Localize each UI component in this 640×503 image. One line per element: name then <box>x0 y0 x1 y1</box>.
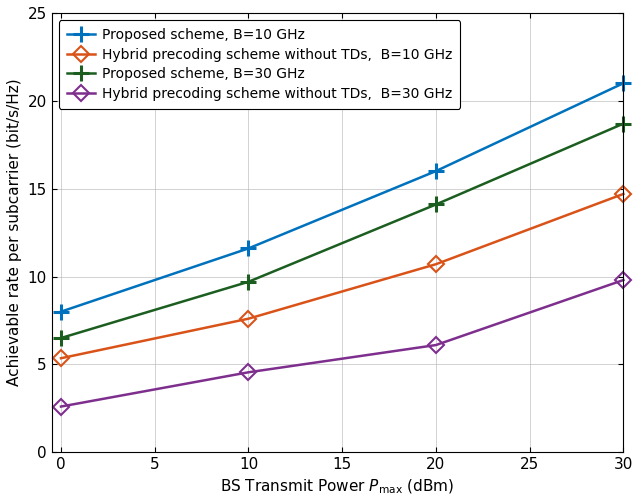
Line: Hybrid precoding scheme without TDs,  B=10 GHz: Hybrid precoding scheme without TDs, B=1… <box>56 189 629 364</box>
Hybrid precoding scheme without TDs,  B=30 GHz <box>432 342 440 348</box>
Proposed scheme, B=10 GHz <box>620 80 627 86</box>
Y-axis label: Achievable rate per subcarrier (bit/s/Hz): Achievable rate per subcarrier (bit/s/Hz… <box>7 79 22 386</box>
Hybrid precoding scheme without TDs,  B=30 GHz <box>620 277 627 283</box>
Proposed scheme, B=10 GHz <box>57 309 65 315</box>
Hybrid precoding scheme without TDs,  B=30 GHz <box>244 369 252 375</box>
Line: Hybrid precoding scheme without TDs,  B=30 GHz: Hybrid precoding scheme without TDs, B=3… <box>56 275 629 412</box>
Proposed scheme, B=10 GHz <box>432 168 440 174</box>
Hybrid precoding scheme without TDs,  B=10 GHz <box>57 355 65 361</box>
Hybrid precoding scheme without TDs,  B=10 GHz <box>620 191 627 197</box>
Legend: Proposed scheme, B=10 GHz, Hybrid precoding scheme without TDs,  B=10 GHz, Propo: Proposed scheme, B=10 GHz, Hybrid precod… <box>58 20 460 109</box>
Line: Proposed scheme, B=30 GHz: Proposed scheme, B=30 GHz <box>52 115 632 347</box>
Proposed scheme, B=30 GHz <box>57 335 65 341</box>
Hybrid precoding scheme without TDs,  B=10 GHz <box>244 316 252 322</box>
Proposed scheme, B=10 GHz <box>244 245 252 252</box>
Proposed scheme, B=30 GHz <box>244 279 252 285</box>
Line: Proposed scheme, B=10 GHz: Proposed scheme, B=10 GHz <box>52 75 632 320</box>
Proposed scheme, B=30 GHz <box>432 202 440 208</box>
X-axis label: BS Transmit Power $P_{\mathrm{max}}$ (dBm): BS Transmit Power $P_{\mathrm{max}}$ (dB… <box>220 478 454 496</box>
Hybrid precoding scheme without TDs,  B=10 GHz <box>432 261 440 267</box>
Hybrid precoding scheme without TDs,  B=30 GHz <box>57 403 65 409</box>
Proposed scheme, B=30 GHz <box>620 121 627 127</box>
